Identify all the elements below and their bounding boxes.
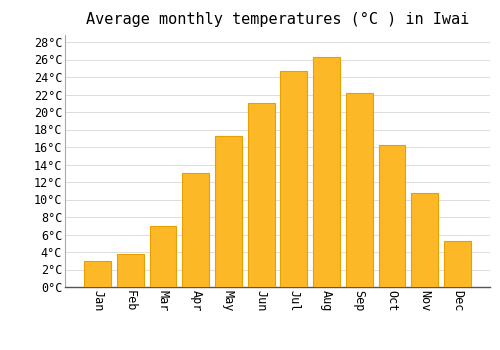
Bar [378,145,406,287]
Bar [182,173,209,287]
Bar [411,193,438,287]
Bar [313,57,340,287]
Bar [280,71,307,287]
Bar [150,226,176,287]
Bar [444,241,470,287]
Title: Average monthly temperatures (°C ) in Iwai: Average monthly temperatures (°C ) in Iw… [86,12,469,27]
Bar [346,93,372,287]
Bar [84,261,111,287]
Bar [248,103,274,287]
Bar [215,135,242,287]
Bar [117,254,144,287]
